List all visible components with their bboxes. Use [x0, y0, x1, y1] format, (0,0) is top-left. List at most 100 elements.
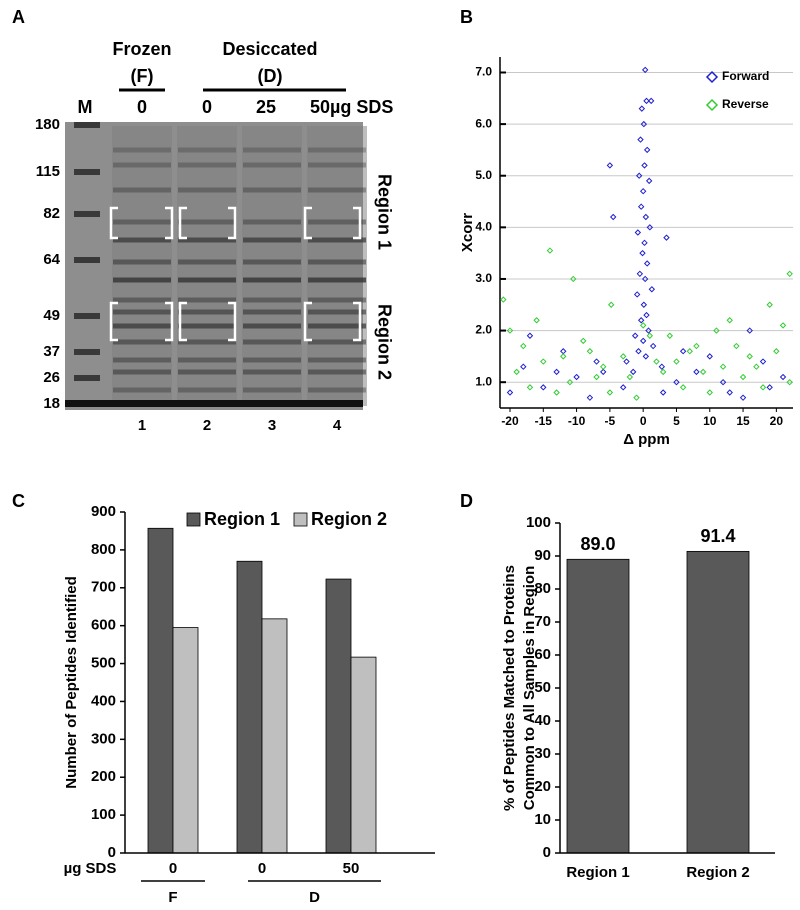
legend-swatch	[186, 512, 201, 527]
y-tick-label: 200	[91, 768, 116, 785]
data-point	[631, 332, 639, 339]
data-point	[640, 120, 648, 128]
protein-band	[308, 297, 366, 303]
data-point	[673, 358, 680, 365]
panel-label: A	[12, 7, 25, 27]
protein-band	[178, 369, 236, 375]
legend-marker	[705, 98, 719, 112]
data-point	[699, 368, 707, 376]
data-point	[619, 353, 627, 360]
data-point	[586, 394, 594, 401]
y-tick-label: 3.0	[475, 271, 492, 285]
bracket	[109, 301, 118, 342]
column-label: 50µg SDS	[310, 97, 393, 117]
protein-band	[178, 237, 236, 243]
data-point	[540, 358, 547, 365]
protein-band	[308, 339, 366, 345]
marker-label: 180	[35, 116, 60, 133]
region-label: Region 1	[374, 174, 394, 250]
protein-band	[308, 357, 366, 363]
group-label: F	[168, 889, 177, 906]
bracket	[165, 206, 174, 240]
marker-band	[74, 313, 100, 319]
data-point	[606, 389, 614, 396]
data-point	[706, 389, 713, 396]
data-point	[686, 348, 693, 355]
protein-band	[178, 357, 236, 363]
data-point	[647, 97, 655, 105]
data-point	[637, 203, 645, 210]
y-tick-label: 70	[534, 613, 551, 630]
protein-band	[178, 323, 236, 329]
protein-band	[178, 387, 236, 393]
protein-band	[243, 162, 301, 168]
data-point	[586, 348, 594, 355]
x-tick-label: 0	[169, 860, 177, 877]
protein-band	[308, 309, 366, 315]
marker-band	[74, 257, 100, 263]
data-point	[526, 384, 534, 391]
data-point	[626, 373, 634, 381]
data-point	[638, 105, 646, 112]
data-point	[640, 301, 648, 308]
data-point	[706, 353, 713, 360]
bar	[147, 527, 174, 854]
data-point	[641, 239, 648, 247]
data-point	[636, 270, 644, 278]
data-point	[635, 348, 642, 355]
data-point	[759, 384, 767, 391]
x-tick-label: -20	[501, 414, 519, 428]
x-tick-label: 0	[258, 860, 266, 877]
x-tick-label: 0	[640, 414, 647, 428]
lane-number: 1	[138, 417, 146, 434]
data-point	[713, 327, 720, 334]
data-point	[609, 213, 617, 221]
marker-band	[74, 122, 100, 128]
data-point	[643, 260, 651, 267]
data-point	[643, 146, 651, 154]
y-tick-label: 300	[91, 730, 116, 747]
data-point	[643, 311, 650, 319]
data-point	[739, 373, 747, 381]
protein-band	[308, 369, 366, 375]
x-tick-label: 20	[770, 414, 784, 428]
data-point	[726, 317, 733, 324]
protein-band	[243, 369, 301, 375]
y-tick-label: 60	[534, 646, 551, 663]
y-tick-label: 80	[534, 580, 551, 597]
bracket	[353, 206, 362, 240]
data-point	[520, 363, 527, 370]
legend-swatch	[293, 512, 308, 527]
region-label: Region 2	[374, 304, 394, 380]
bar	[566, 558, 630, 854]
protein-band	[243, 323, 301, 329]
lane-number: 3	[268, 417, 276, 434]
legend-label: Region 1	[204, 509, 280, 529]
protein-band	[308, 237, 366, 243]
data-point	[646, 332, 654, 339]
data-point	[639, 187, 647, 195]
group-label: Frozen	[112, 39, 171, 59]
data-point	[693, 368, 700, 376]
protein-band	[113, 237, 171, 243]
marker-label: 82	[43, 205, 60, 222]
protein-band	[113, 187, 171, 193]
bar	[236, 560, 263, 854]
x-tick-label: -5	[605, 414, 616, 428]
data-point	[635, 172, 643, 179]
data-point	[573, 373, 580, 381]
x-tick-label: -15	[535, 414, 553, 428]
data-point	[593, 358, 600, 365]
protein-band	[308, 219, 366, 225]
protein-band	[308, 259, 366, 265]
y-tick-label: 800	[91, 541, 116, 558]
protein-band	[243, 237, 301, 243]
y-tick-label: 0	[108, 844, 116, 861]
protein-band	[308, 187, 366, 193]
protein-band	[308, 162, 366, 168]
bracket	[228, 206, 237, 240]
protein-band	[113, 369, 171, 375]
y-axis-label: Common to All Samples in Region	[521, 566, 538, 810]
data-point	[659, 389, 667, 396]
bar	[686, 550, 750, 854]
